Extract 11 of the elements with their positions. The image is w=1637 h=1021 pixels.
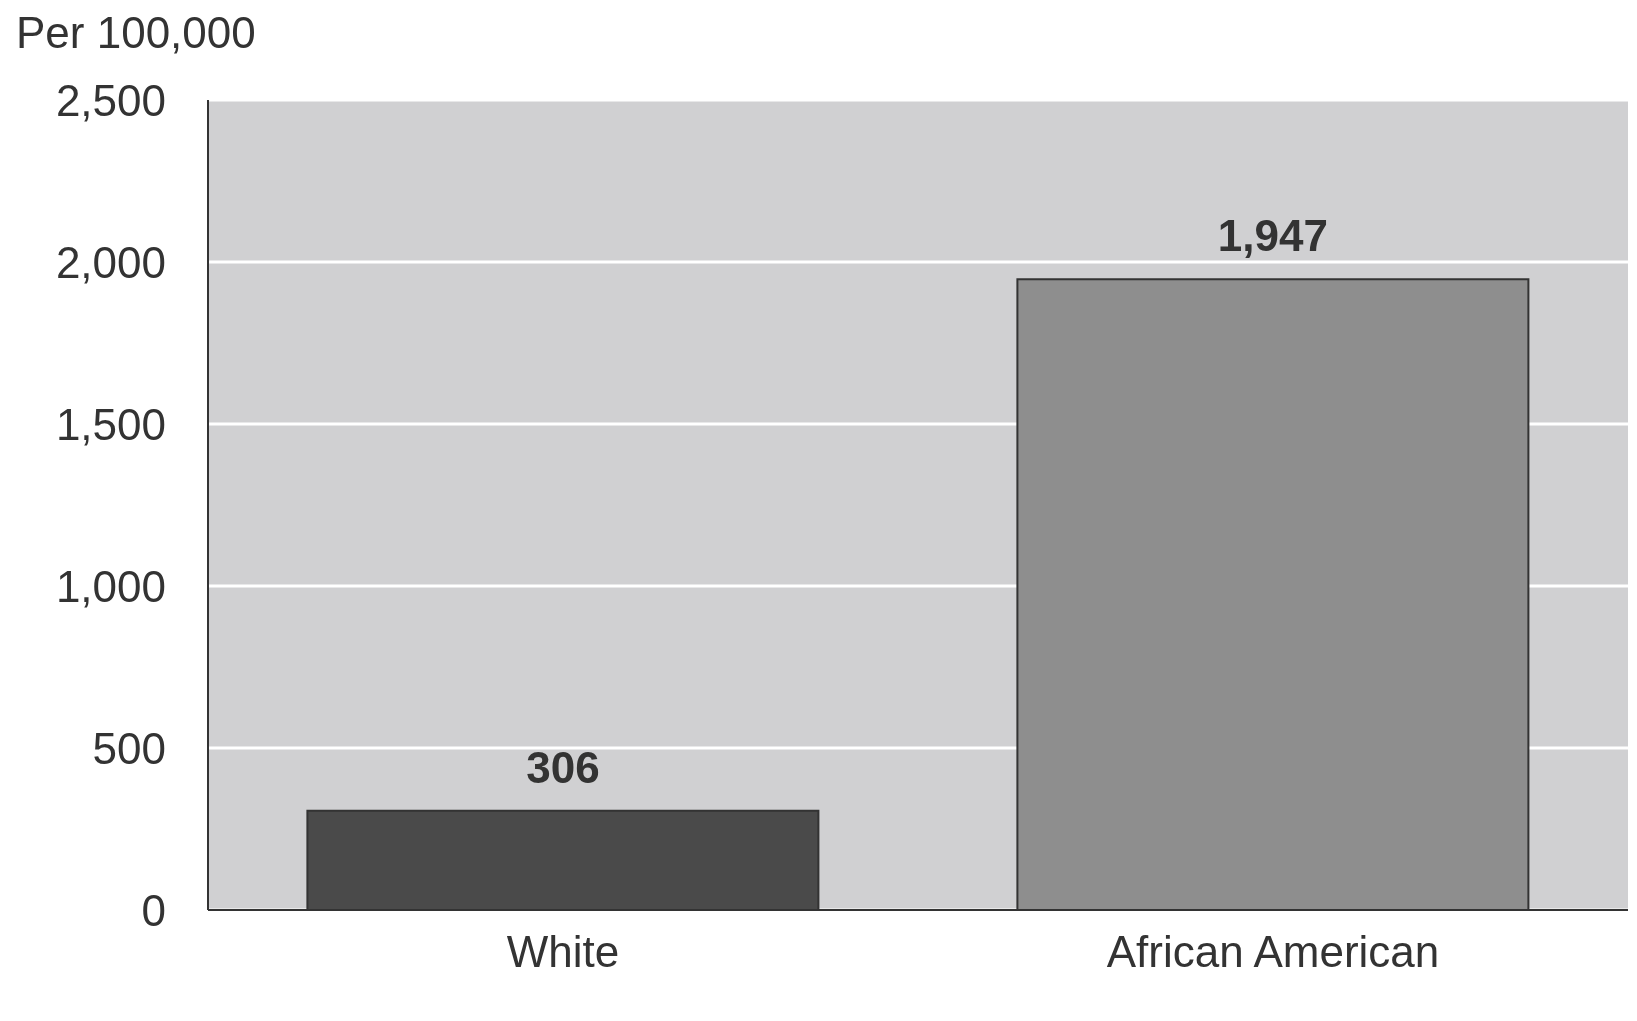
data-label: 1,947 [1217,211,1328,261]
y-tick-label: 2,000 [55,237,166,287]
y-tick-label: 1,000 [55,561,166,611]
y-tick-label: 0 [141,885,166,935]
y-tick-label: 2,500 [55,75,166,125]
x-tick-label: White [506,927,620,977]
y-tick-label: 500 [92,723,166,773]
x-tick-label: African American [1106,927,1440,977]
y-axis-title: Per 100,000 [16,8,257,59]
y-tick-label: 1,500 [55,399,166,449]
data-label: 306 [526,742,600,792]
